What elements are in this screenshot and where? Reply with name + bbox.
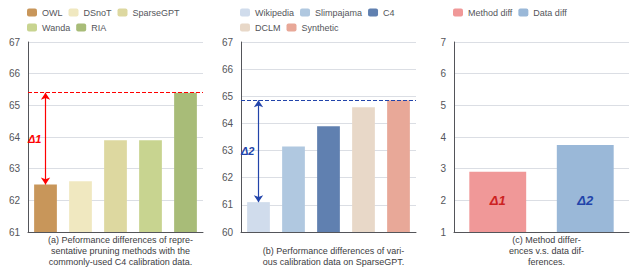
svg-text:Δ1: Δ1	[489, 193, 506, 208]
svg-text:C4: C4	[383, 8, 395, 18]
svg-text:DCLM: DCLM	[255, 23, 281, 33]
svg-text:5: 5	[440, 100, 446, 111]
svg-text:6: 6	[440, 68, 446, 79]
svg-text:(b) Performance differences of: (b) Performance differences of vari-	[263, 246, 404, 256]
svg-text:4: 4	[440, 132, 446, 143]
svg-text:RIA: RIA	[91, 23, 106, 33]
svg-text:65: 65	[9, 100, 21, 111]
svg-text:66: 66	[222, 64, 234, 75]
svg-text:SparseGPT: SparseGPT	[133, 8, 181, 18]
svg-text:64: 64	[9, 132, 21, 143]
svg-text:Δ2: Δ2	[240, 145, 255, 157]
svg-text:Synthetic: Synthetic	[302, 23, 340, 33]
svg-text:61: 61	[222, 199, 234, 210]
svg-text:ences v.s. data dif-: ences v.s. data dif-	[509, 246, 584, 256]
svg-text:Wanda: Wanda	[42, 23, 70, 33]
svg-text:65: 65	[222, 91, 234, 102]
svg-text:62: 62	[9, 195, 21, 206]
svg-text:67: 67	[222, 37, 234, 48]
svg-text:sentative pruning methods with: sentative pruning methods with the	[51, 246, 190, 256]
svg-text:1: 1	[440, 227, 446, 238]
svg-text:DSnoT: DSnoT	[84, 8, 113, 18]
svg-text:64: 64	[222, 118, 234, 129]
svg-text:2: 2	[440, 195, 446, 206]
svg-text:Δ2: Δ2	[576, 193, 594, 208]
svg-text:66: 66	[9, 68, 21, 79]
svg-text:OWL: OWL	[42, 8, 63, 18]
svg-text:7: 7	[440, 37, 446, 48]
svg-text:(a) Peformance differences of: (a) Peformance differences of repre-	[48, 235, 193, 245]
svg-text:3: 3	[440, 163, 446, 174]
svg-text:63: 63	[222, 145, 234, 156]
svg-text:ous calibration data on Sparse: ous calibration data on SparseGPT.	[263, 257, 405, 267]
svg-text:commonly-used C4 calibration d: commonly-used C4 calibration data.	[49, 257, 193, 267]
svg-text:Data diff: Data diff	[533, 8, 567, 18]
svg-text:67: 67	[9, 37, 21, 48]
svg-text:Wikipedia: Wikipedia	[255, 8, 294, 18]
svg-text:(c) Method differ-: (c) Method differ-	[512, 235, 580, 245]
svg-text:Δ1: Δ1	[27, 133, 42, 145]
svg-text:ferences.: ferences.	[528, 257, 565, 267]
svg-text:Slimpajama: Slimpajama	[315, 8, 362, 18]
svg-text:Method diff: Method diff	[468, 8, 513, 18]
svg-text:61: 61	[9, 227, 21, 238]
svg-text:62: 62	[222, 172, 234, 183]
svg-text:63: 63	[9, 163, 21, 174]
svg-text:60: 60	[222, 227, 234, 238]
